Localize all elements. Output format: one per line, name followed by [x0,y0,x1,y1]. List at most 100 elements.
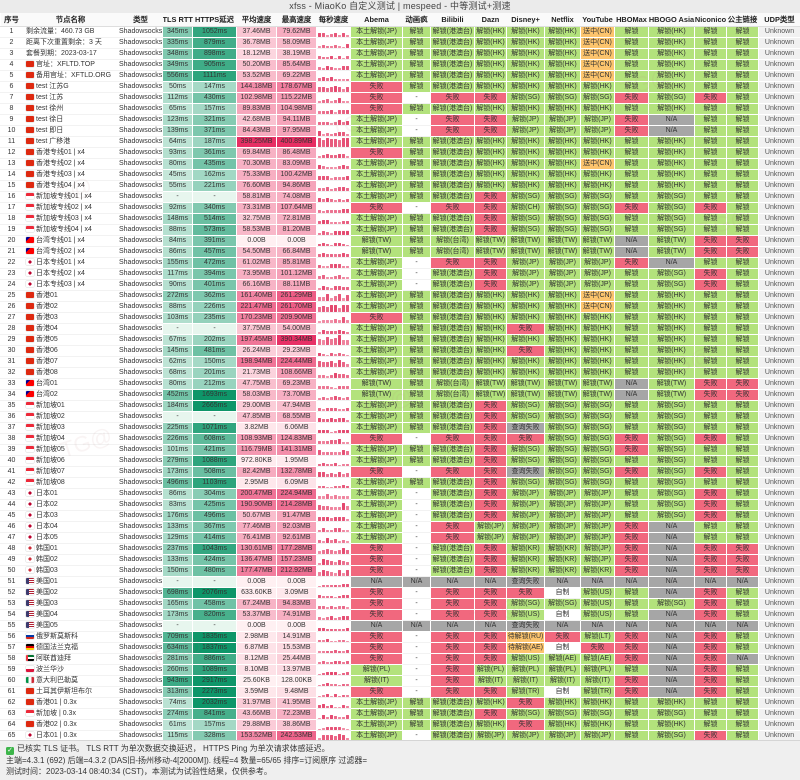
https-ping-cell: 304ms [192,488,237,500]
row-number: 7 [0,92,23,104]
speed-bar [346,485,349,488]
speed-bar [334,617,337,620]
youtube-status: 解锁(HK) [580,719,615,731]
node-type: Shadowsocks [118,169,163,181]
speed-bar [342,584,345,587]
https-ping-cell: 879ms [192,37,237,49]
hbomax-status: N/A [614,620,649,632]
disney-plus-status: 解锁(HK) [506,290,545,302]
dazn-status: 解锁(HK) [474,345,507,357]
speed-bar [330,671,333,675]
abema-status: N/A [350,576,403,588]
abema-status: 本土解锁(JP) [350,191,403,203]
node-row-16: 16 新加坡专线01 | x4 Shadowsocks - -58.81MB 74.08M… [0,191,800,203]
speed-graph-cell [316,268,351,280]
dazn-status: 失败 [474,224,507,236]
max-speed-cell: 177.28MB [276,543,317,555]
anime-madness-status: - [402,598,431,610]
speed-bar [342,186,345,191]
abema-status: 解锁(TW) [350,235,403,247]
speed-bar [322,640,325,642]
hbomax-status: 解锁 [614,279,649,291]
youtube-status: 解锁(HK) [580,323,615,335]
per-second-speed-bars [318,347,350,356]
speed-graph-cell [316,37,351,49]
speed-bar [346,220,349,224]
anime-madness-status: - [402,92,431,104]
speed-bar [318,704,321,708]
max-speed-cell: 124.83MB [276,433,317,445]
princess-connect-status: 解锁 [726,202,759,214]
speed-graph-cell [316,576,351,588]
youtube-status: 解锁(HK) [580,180,615,192]
anime-madness-status: - [402,565,431,577]
princess-connect-status: 解锁 [726,136,759,148]
node-row-18: 18 新加坡专线03 | x4 Shadowsocks 148ms 514ms 32.75… [0,213,800,225]
hbomax-status: 失败 [614,675,649,687]
https-ping-cell: 221ms [192,180,237,192]
row-number: 61 [0,686,23,698]
netflix-status: N/A [544,576,581,588]
anime-madness-status: 解锁 [402,719,431,731]
speed-graph-cell [316,114,351,126]
node-name: 香港专线02 | x4 [22,158,119,170]
speed-bar [322,231,325,235]
speed-bar [330,167,333,169]
anime-madness-status: - [402,675,431,687]
speed-bar [334,263,337,268]
youtube-status: N/A [580,576,615,588]
abema-status: 本土解锁(JP) [350,510,403,522]
speed-bar [322,243,325,246]
princess-connect-status: 解锁 [726,719,759,731]
hbogo-asia-status: N/A [648,609,695,621]
hk-flag-icon [26,182,34,188]
per-second-speed-bars [318,325,350,334]
udp-type-status: Unknown [758,675,800,687]
column-header-15: YouTube [580,13,615,27]
udp-type-status: Unknown [758,378,800,390]
speed-bar [330,439,333,444]
dazn-status: 解锁(HK) [474,367,507,379]
speed-bar [346,728,349,730]
udp-type-status: Unknown [758,81,800,93]
speed-bar [338,617,341,620]
speed-bar [334,440,337,444]
speed-bar [326,137,329,147]
bilibili-status: 失败 [430,653,475,665]
speed-bar [334,452,337,455]
node-name: 距离下次重置剩余：3 天 [22,37,119,49]
speed-bar [342,340,345,345]
hbogo-asia-status: 解锁(HK) [648,26,695,38]
speed-bar [322,45,325,48]
youtube-status: 解锁(LT) [580,631,615,643]
column-header-3: 类型 [118,13,163,27]
disney-plus-status: 解锁(HK) [506,147,545,159]
niconico-status: 解锁 [694,26,727,38]
avg-speed-cell: 18.12MB [236,48,277,60]
youtube-status: 解锁(HK) [580,136,615,148]
niconico-status: 解锁 [694,301,727,313]
node-type: Shadowsocks [118,433,163,445]
speed-bar [346,230,349,235]
speed-bar [346,101,349,103]
max-speed-cell: 6.06MB [276,422,317,434]
udp-type-status: Unknown [758,455,800,467]
node-type: Shadowsocks [118,400,163,412]
udp-type-status: Unknown [758,136,800,148]
bilibili-status: 解锁(港澳台) [430,708,475,720]
princess-connect-status: 解锁 [726,191,759,203]
speed-bar [346,386,349,389]
anime-madness-status: 解锁 [402,455,431,467]
speed-bar [334,99,337,103]
hk-flag-icon [26,303,34,309]
speed-bar [318,264,321,268]
hbogo-asia-status: N/A [648,587,695,599]
hbogo-asia-status: 解锁(HK) [648,103,695,115]
row-number: 36 [0,411,23,423]
speed-bar [346,737,349,741]
youtube-status: 解锁(JP) [580,532,615,544]
tls-rtt-cell: 335ms [162,37,193,49]
row-number: 55 [0,620,23,632]
netflix-status: 解锁(HK) [544,697,581,709]
dazn-status: 解锁(HK) [474,70,507,82]
